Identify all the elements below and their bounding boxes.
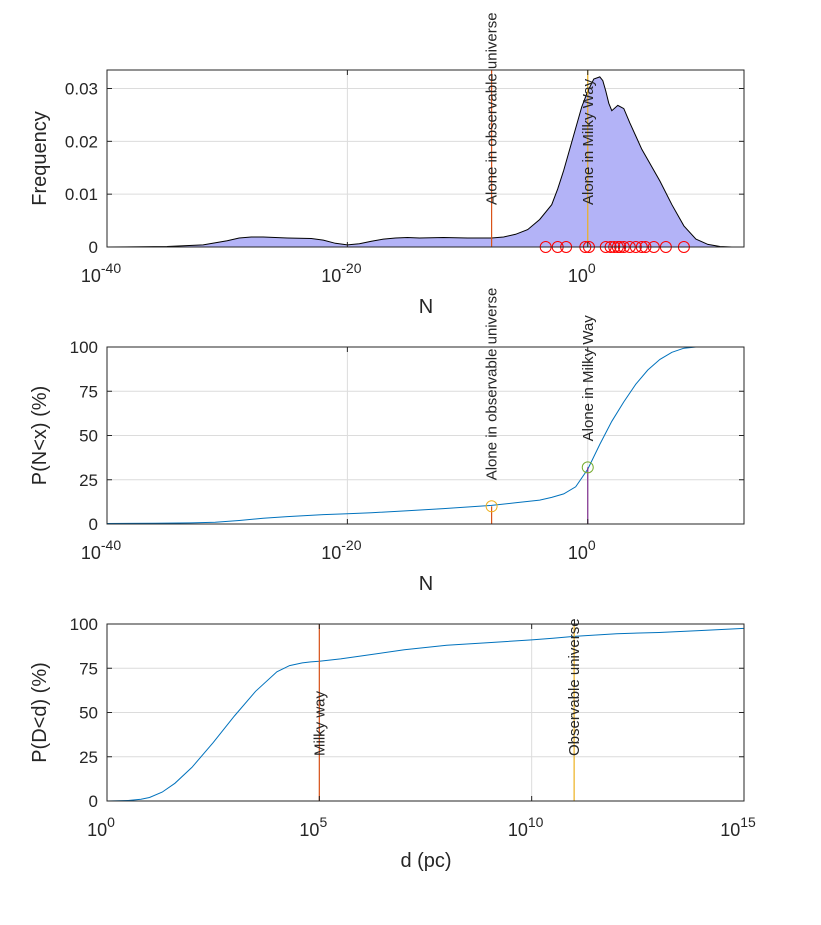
reference-label: Alone in observable universe xyxy=(484,288,501,481)
axes-box xyxy=(106,69,745,248)
x-tick-exponent: -20 xyxy=(341,260,361,276)
y-tick-label: 0.02 xyxy=(65,132,98,151)
data-layer: Alone in observable universe Alone in Mil… xyxy=(106,12,744,253)
y-tick-label: 100 xyxy=(70,615,98,634)
x-axis-label: d (pc) xyxy=(400,850,451,872)
y-tick-label: 0.03 xyxy=(65,79,98,98)
y-axis-label: P(N<x) (%) xyxy=(29,386,51,485)
frequency-area xyxy=(107,76,744,248)
data-layer: Alone in observable universe Alone in Mil… xyxy=(106,288,744,524)
cumulative-curve xyxy=(106,627,745,802)
threshold-marker xyxy=(581,461,594,474)
y-tick-label: 50 xyxy=(79,704,98,723)
y-axis-label: Frequency xyxy=(29,111,51,206)
y-tick-label: 0.01 xyxy=(65,185,98,204)
reference-label: Alone in observable universe xyxy=(484,12,501,205)
reference-label: Observable universe xyxy=(566,618,583,756)
y-tick-label: 75 xyxy=(79,382,98,401)
x-axis-label: N xyxy=(419,573,433,595)
panel-cumulative-n: Alone in observable universe Alone in Mil… xyxy=(29,288,745,595)
y-tick-label: 50 xyxy=(79,427,98,446)
y-axis-label: P(D<d) (%) xyxy=(29,662,51,763)
x-tick-exponent: 15 xyxy=(740,814,756,830)
y-tick-label: 25 xyxy=(79,748,98,767)
threshold-marker xyxy=(485,500,498,513)
cumulative-curve xyxy=(106,346,744,524)
y-tick-label: 0 xyxy=(89,792,98,811)
y-tick-label: 0 xyxy=(89,515,98,534)
x-tick-exponent: 0 xyxy=(588,537,596,553)
panel-cumulative-distance: Milky way Observable universe 02550751001… xyxy=(29,615,756,872)
x-tick-exponent: 0 xyxy=(588,260,596,276)
y-tick-label: 0 xyxy=(89,238,98,257)
x-tick-exponent: 5 xyxy=(319,814,327,830)
y-tick-label: 75 xyxy=(79,659,98,678)
x-tick-exponent: -40 xyxy=(101,260,121,276)
data-layer: Milky way Observable universe xyxy=(106,618,745,802)
x-tick-exponent: -20 xyxy=(341,537,361,553)
reference-label: Alone in Milky Way xyxy=(580,78,597,205)
x-tick-exponent: -40 xyxy=(101,537,121,553)
x-tick-exponent: 10 xyxy=(528,814,544,830)
y-tick-label: 25 xyxy=(79,471,98,490)
reference-label: Alone in Milky Way xyxy=(580,315,597,442)
x-axis-label: N xyxy=(419,296,433,318)
y-tick-label: 100 xyxy=(70,338,98,357)
x-tick-exponent: 0 xyxy=(107,814,115,830)
frequency-curve xyxy=(106,76,744,248)
panel-frequency: Alone in observable universe Alone in Mil… xyxy=(29,12,745,318)
reference-label: Milky way xyxy=(311,690,328,756)
